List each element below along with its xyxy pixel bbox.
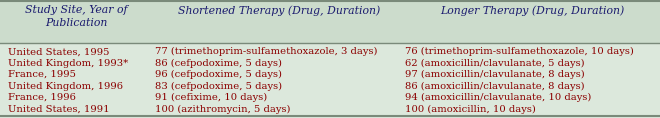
Text: 83 (cefpodoxime, 5 days): 83 (cefpodoxime, 5 days)	[155, 82, 282, 91]
Text: 97 (amoxicillin/clavulanate, 8 days): 97 (amoxicillin/clavulanate, 8 days)	[405, 70, 584, 79]
Text: 86 (cefpodoxime, 5 days): 86 (cefpodoxime, 5 days)	[155, 59, 282, 68]
Text: 100 (azithromycin, 5 days): 100 (azithromycin, 5 days)	[155, 104, 290, 114]
Text: Shortened Therapy (Drug, Duration): Shortened Therapy (Drug, Duration)	[178, 5, 380, 16]
Text: 86 (amoxicillin/clavulanate, 8 days): 86 (amoxicillin/clavulanate, 8 days)	[405, 82, 584, 91]
Text: 76 (trimethoprim-sulfamethoxazole, 10 days): 76 (trimethoprim-sulfamethoxazole, 10 da…	[405, 47, 634, 56]
Text: 96 (cefpodoxime, 5 days): 96 (cefpodoxime, 5 days)	[155, 70, 282, 79]
Text: United Kingdom, 1993*: United Kingdom, 1993*	[8, 59, 128, 68]
Text: 77 (trimethoprim-sulfamethoxazole, 3 days): 77 (trimethoprim-sulfamethoxazole, 3 day…	[155, 47, 378, 56]
Text: 94 (amoxicillin/clavulanate, 10 days): 94 (amoxicillin/clavulanate, 10 days)	[405, 93, 591, 102]
Text: United Kingdom, 1996: United Kingdom, 1996	[8, 82, 123, 91]
Text: France, 1996: France, 1996	[8, 93, 76, 102]
Text: Study Site, Year of
Publication: Study Site, Year of Publication	[24, 5, 127, 28]
Text: 62 (amoxicillin/clavulanate, 5 days): 62 (amoxicillin/clavulanate, 5 days)	[405, 59, 584, 68]
Text: United States, 1991: United States, 1991	[8, 104, 110, 113]
FancyBboxPatch shape	[0, 0, 660, 43]
Text: Longer Therapy (Drug, Duration): Longer Therapy (Drug, Duration)	[440, 5, 625, 16]
Text: United States, 1995: United States, 1995	[8, 47, 110, 56]
Text: France, 1995: France, 1995	[8, 70, 76, 79]
Text: 100 (amoxicillin, 10 days): 100 (amoxicillin, 10 days)	[405, 104, 535, 114]
Text: 91 (cefixime, 10 days): 91 (cefixime, 10 days)	[155, 93, 267, 102]
